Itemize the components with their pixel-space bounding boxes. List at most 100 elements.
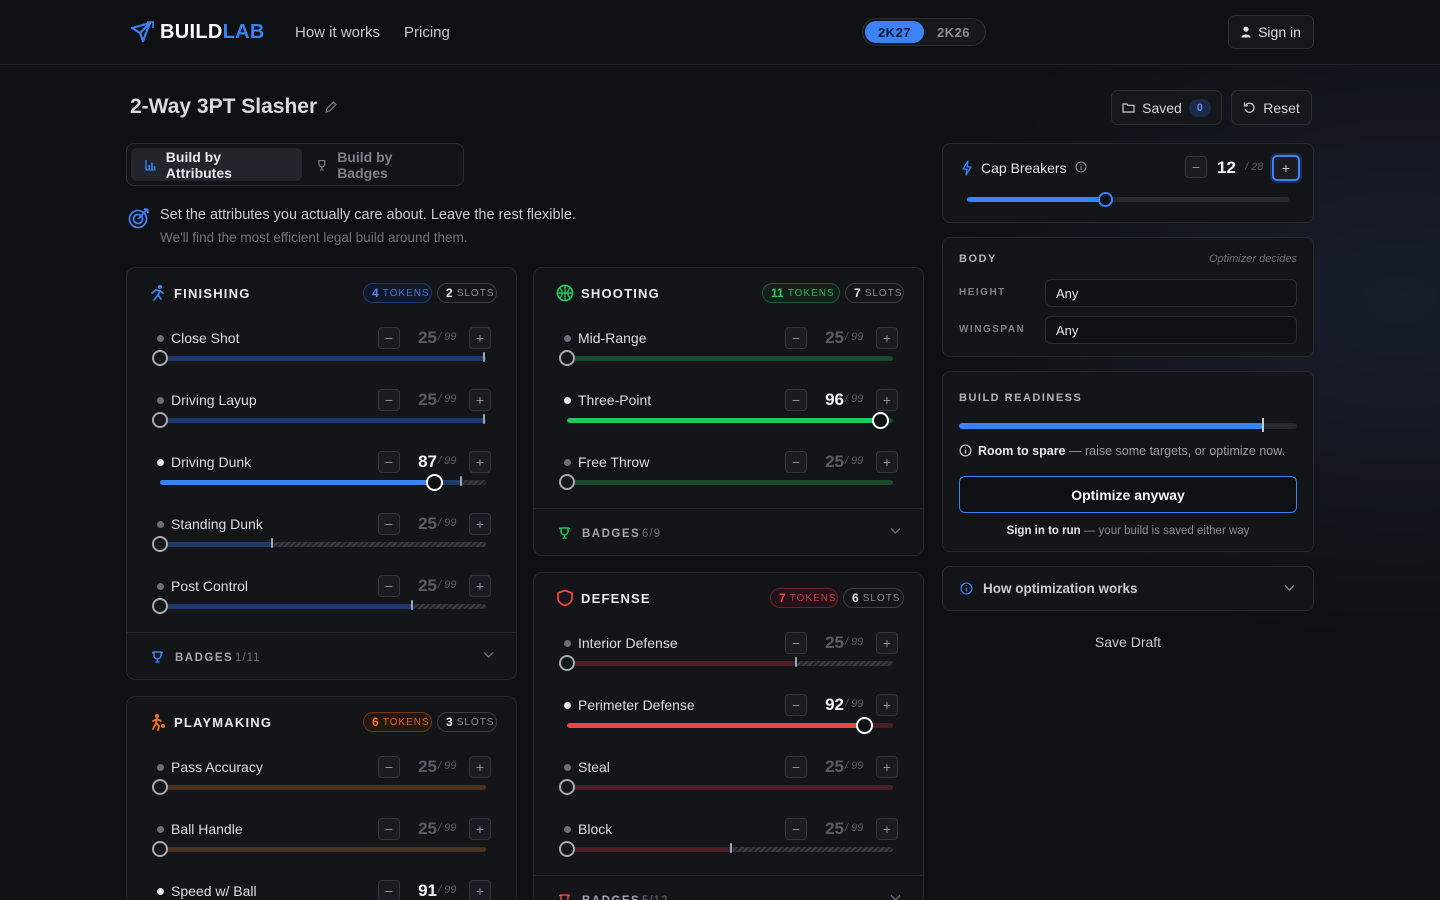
attr-slider-thumb[interactable] <box>152 536 168 552</box>
tab-attributes-label: Build by Attributes <box>165 148 232 181</box>
attr-slider-track[interactable] <box>567 785 893 790</box>
height-select[interactable]: Any <box>1045 279 1297 307</box>
how-optimization-works-accordion[interactable]: How optimization works <box>942 566 1314 611</box>
cap-slider-thumb[interactable] <box>1098 192 1114 207</box>
info-icon[interactable] <box>1075 161 1087 173</box>
attr-slider-track[interactable] <box>567 480 893 485</box>
attr-decrement-button[interactable]: − <box>785 694 807 716</box>
attr-decrement-button[interactable]: − <box>378 513 400 535</box>
attr-name: Block <box>578 821 613 837</box>
intro-subtext: We'll find the most efficient legal buil… <box>160 230 468 245</box>
attr-slider-thumb[interactable] <box>426 474 443 491</box>
attr-name: Post Control <box>171 578 249 594</box>
cap-increment-button[interactable]: + <box>1272 155 1300 181</box>
attr-slider-track[interactable] <box>567 356 893 361</box>
attr-decrement-button[interactable]: − <box>378 880 400 900</box>
attr-decrement-button[interactable]: − <box>378 327 400 349</box>
attr-slider-track[interactable] <box>160 785 486 790</box>
attr-track-available <box>567 356 893 361</box>
attr-slider-thumb[interactable] <box>559 841 575 857</box>
attr-slider-thumb[interactable] <box>559 655 575 671</box>
attr-increment-button[interactable]: + <box>876 632 898 654</box>
attr-increment-button[interactable]: + <box>469 451 491 473</box>
attr-decrement-button[interactable]: − <box>785 756 807 778</box>
attr-slider-thumb[interactable] <box>152 412 168 428</box>
optimize-anyway-button[interactable]: Optimize anyway <box>959 476 1297 513</box>
save-draft-button[interactable]: Save Draft <box>1094 634 1162 650</box>
attr-free-throw: Free Throw −25/ 99 + <box>534 449 924 511</box>
attr-slider-track[interactable] <box>160 480 486 485</box>
attr-increment-button[interactable]: + <box>876 389 898 411</box>
attr-increment-button[interactable]: + <box>876 756 898 778</box>
attr-slider-thumb[interactable] <box>152 350 168 366</box>
attr-increment-button[interactable]: + <box>876 694 898 716</box>
attr-max: / 99 <box>845 760 864 772</box>
logo[interactable]: BUILDLAB <box>130 19 265 45</box>
attr-slider-thumb[interactable] <box>559 779 575 795</box>
attr-decrement-button[interactable]: − <box>378 575 400 597</box>
attr-increment-button[interactable]: + <box>876 818 898 840</box>
attr-slider-track[interactable] <box>160 604 486 609</box>
tab-build-by-badges[interactable]: Build by Badges <box>302 148 459 181</box>
attr-increment-button[interactable]: + <box>469 389 491 411</box>
attr-slider-track[interactable] <box>160 356 486 361</box>
edit-icon[interactable] <box>324 100 338 114</box>
cap-decrement-button[interactable]: − <box>1185 156 1207 178</box>
attr-increment-button[interactable]: + <box>469 513 491 535</box>
attr-increment-button[interactable]: + <box>469 756 491 778</box>
attr-increment-button[interactable]: + <box>876 327 898 349</box>
attr-slider-track[interactable] <box>160 542 486 547</box>
attr-slider-thumb[interactable] <box>152 598 168 614</box>
attr-decrement-button[interactable]: − <box>378 389 400 411</box>
attr-slider-track[interactable] <box>160 847 486 852</box>
attr-decrement-button[interactable]: − <box>785 632 807 654</box>
attr-decrement-button[interactable]: − <box>785 327 807 349</box>
attr-decrement-button[interactable]: − <box>378 451 400 473</box>
attr-decrement-button[interactable]: − <box>785 818 807 840</box>
wingspan-select[interactable]: Any <box>1045 316 1297 344</box>
attr-increment-button[interactable]: + <box>469 575 491 597</box>
attr-value: 25 <box>825 757 844 776</box>
tab-build-by-attributes[interactable]: Build by Attributes <box>131 148 303 181</box>
attr-mid-range: Mid-Range −25/ 99 + <box>534 325 924 387</box>
attr-increment-button[interactable]: + <box>876 451 898 473</box>
attr-slider-track[interactable] <box>160 418 486 423</box>
attr-decrement-button[interactable]: − <box>378 756 400 778</box>
attr-slider-thumb[interactable] <box>152 779 168 795</box>
attr-value: 25 <box>418 576 437 595</box>
badges-label: BADGES <box>582 895 640 900</box>
attr-increment-button[interactable]: + <box>469 327 491 349</box>
cap-slider-track[interactable] <box>967 197 1289 202</box>
nav-pricing[interactable]: Pricing <box>404 24 450 41</box>
attr-increment-button[interactable]: + <box>469 818 491 840</box>
reset-button[interactable]: Reset <box>1231 90 1312 125</box>
attr-slider-track[interactable] <box>567 418 893 423</box>
nav-how-it-works[interactable]: How it works <box>295 24 381 41</box>
defense-badges-toggle[interactable]: BADGES5/12 <box>534 875 923 900</box>
attr-slider-fill <box>567 418 880 423</box>
attr-increment-button[interactable]: + <box>469 880 491 900</box>
attr-slider-track[interactable] <box>567 723 893 728</box>
attr-name: Three-Point <box>578 392 652 408</box>
attr-status-dot <box>564 335 571 342</box>
saved-label: Saved <box>1142 99 1182 116</box>
attr-slider-thumb[interactable] <box>559 474 575 490</box>
attr-slider-track[interactable] <box>567 661 893 666</box>
attr-max: / 99 <box>438 455 457 467</box>
attr-track-available <box>160 785 486 790</box>
version-2k26[interactable]: 2K26 <box>936 24 971 40</box>
attr-slider-thumb[interactable] <box>856 717 873 734</box>
sign-in-button[interactable]: Sign in <box>1228 15 1314 49</box>
sign-in-to-run-link[interactable]: Sign in to run <box>1006 525 1081 537</box>
attr-slider-thumb[interactable] <box>152 841 168 857</box>
finishing-badges-toggle[interactable]: BADGES 1/11 <box>127 632 516 680</box>
attr-track-unavailable <box>411 604 486 609</box>
version-2k27[interactable]: 2K27 <box>865 21 924 43</box>
attr-slider-thumb[interactable] <box>872 412 889 429</box>
attr-decrement-button[interactable]: − <box>378 818 400 840</box>
shooting-badges-toggle[interactable]: BADGES 6/9 <box>534 508 923 556</box>
attr-slider-thumb[interactable] <box>559 350 575 366</box>
attr-decrement-button[interactable]: − <box>785 389 807 411</box>
attr-decrement-button[interactable]: − <box>785 451 807 473</box>
saved-button[interactable]: Saved 0 <box>1111 90 1222 125</box>
